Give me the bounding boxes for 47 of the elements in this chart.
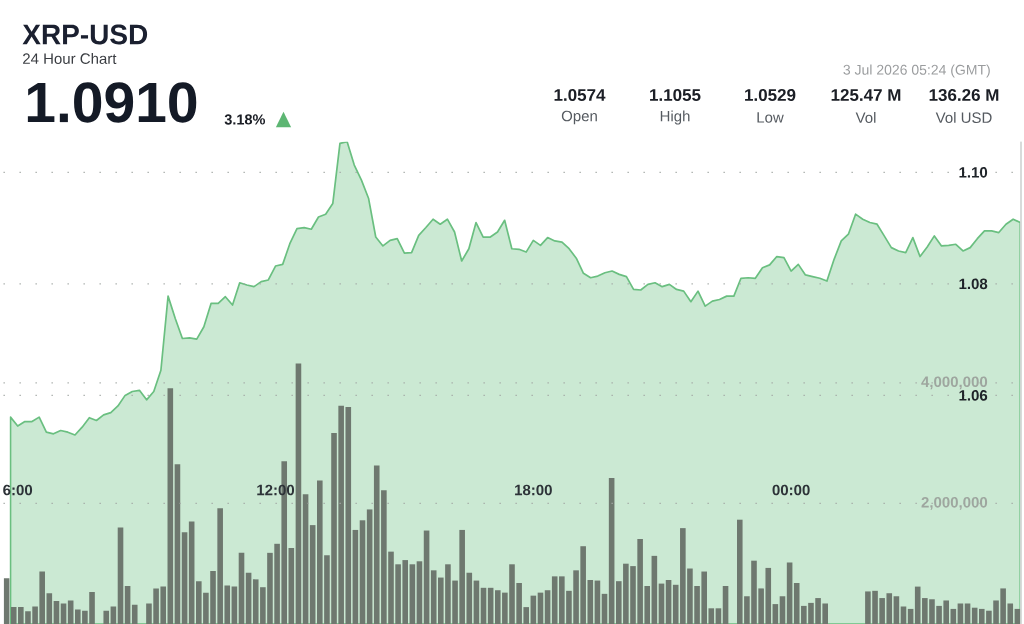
y-tick-label: 1.08 — [959, 278, 988, 290]
bar — [900, 606, 907, 624]
text: 136.26 M — [929, 88, 999, 102]
bar — [110, 606, 117, 624]
y2-tick-label: 4,000,000 — [921, 376, 988, 390]
bar — [60, 603, 67, 624]
bar — [188, 521, 195, 624]
chart-subtitle: 24 Hour Chart — [23, 52, 117, 64]
text: 1.0910 — [27, 82, 197, 123]
bar — [957, 603, 964, 624]
x-tick-label: 6:00 — [3, 484, 33, 496]
x-tick-label: 18:00 — [515, 484, 552, 496]
bar — [715, 608, 722, 624]
bar — [416, 561, 423, 624]
text: 125.47 M — [831, 88, 901, 102]
bar — [964, 603, 971, 624]
bar — [181, 532, 188, 624]
bar — [103, 610, 110, 624]
text: 1.0574 — [554, 88, 606, 102]
bar — [779, 596, 786, 624]
bar — [67, 600, 74, 624]
bar — [53, 601, 60, 624]
y-tick-label: 1.10 — [959, 167, 988, 178]
bar — [772, 604, 779, 624]
text: 3.18% — [224, 114, 266, 125]
y-tick-label: 1.06 — [959, 390, 988, 401]
y2-tick-label: 2,000,000 — [921, 497, 988, 510]
text: Open — [561, 110, 597, 125]
text: Vol — [855, 111, 876, 123]
bar — [893, 596, 900, 624]
bar — [131, 604, 138, 624]
bar — [409, 564, 416, 624]
text: ▲ — [275, 111, 292, 128]
bar — [366, 509, 373, 624]
text: 1.1055 — [650, 88, 701, 102]
bar — [359, 520, 366, 624]
chart-title: XRP-USD — [22, 24, 148, 45]
bar — [786, 562, 793, 624]
bar — [46, 593, 53, 624]
bar — [302, 494, 309, 624]
text: Vol USD — [935, 111, 992, 123]
text: 1.0529 — [745, 88, 796, 102]
text: High — [660, 110, 690, 125]
text: 3 Jul 2026 05:24 (GMT) — [843, 64, 990, 78]
x-tick-label: 00:00 — [772, 484, 810, 496]
bar — [544, 590, 551, 624]
text: Low — [757, 112, 784, 123]
